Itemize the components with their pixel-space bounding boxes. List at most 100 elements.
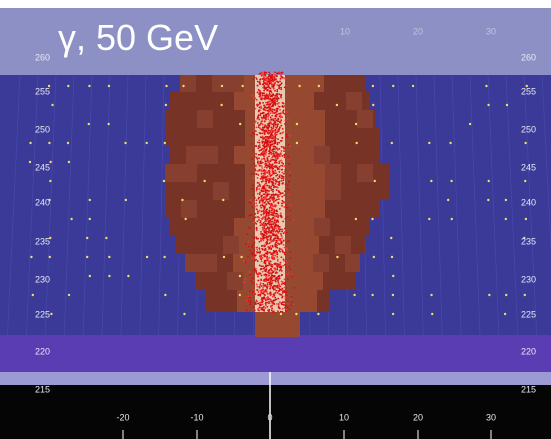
cell xyxy=(373,182,389,200)
deposit xyxy=(279,294,281,296)
deposit xyxy=(272,215,274,217)
deposit xyxy=(254,133,256,135)
deposit xyxy=(269,130,271,132)
deposit xyxy=(266,288,268,290)
deposit xyxy=(260,231,262,233)
deposit xyxy=(282,221,284,223)
deposit xyxy=(272,252,274,254)
deposit xyxy=(276,186,278,188)
black-band xyxy=(0,385,551,439)
deposit xyxy=(290,204,292,206)
hit xyxy=(146,256,148,258)
deposit xyxy=(291,296,293,298)
deposit xyxy=(276,72,278,74)
deposit xyxy=(272,189,274,191)
lavender-band xyxy=(0,372,551,385)
deposit xyxy=(264,126,266,128)
page: γ, 50 GeV 260260255255250250245245240240… xyxy=(0,0,551,439)
deposit xyxy=(287,216,289,218)
deposit xyxy=(260,107,262,109)
cell xyxy=(309,200,325,218)
hit xyxy=(220,104,222,106)
deposit xyxy=(257,260,259,262)
deposit xyxy=(280,154,282,156)
deposit xyxy=(251,247,253,249)
cell xyxy=(303,236,319,254)
deposit xyxy=(291,276,293,278)
deposit xyxy=(261,92,263,94)
deposit xyxy=(289,219,291,221)
deposit xyxy=(269,260,271,262)
deposit xyxy=(252,292,254,294)
deposit xyxy=(268,96,270,98)
deposit xyxy=(271,115,273,117)
deposit xyxy=(271,119,273,121)
deposit xyxy=(260,207,262,209)
deposit xyxy=(265,307,267,309)
hit xyxy=(428,218,430,220)
deposit xyxy=(257,216,259,218)
deposit xyxy=(254,122,256,124)
cell xyxy=(389,164,390,182)
deposit xyxy=(262,83,264,85)
deposit xyxy=(276,181,278,183)
deposit xyxy=(276,269,278,271)
deposit xyxy=(259,90,261,92)
cell xyxy=(357,200,373,218)
deposit xyxy=(270,231,272,233)
deposit xyxy=(277,119,279,121)
deposit xyxy=(287,306,289,308)
deposit xyxy=(272,98,274,100)
hit xyxy=(374,180,376,182)
cell xyxy=(234,92,250,110)
cell xyxy=(356,75,365,92)
deposit xyxy=(252,184,254,186)
deposit xyxy=(264,163,266,165)
hit xyxy=(505,218,507,220)
cell xyxy=(373,200,380,218)
deposit xyxy=(281,200,283,202)
deposit xyxy=(276,100,278,102)
deposit xyxy=(280,140,282,142)
deposit xyxy=(273,146,275,148)
deposit xyxy=(276,244,278,246)
deposit xyxy=(282,304,284,306)
hit xyxy=(524,294,526,296)
deposit xyxy=(277,174,279,176)
deposit xyxy=(274,268,276,270)
deposit xyxy=(280,114,282,116)
hit xyxy=(89,218,91,220)
deposit xyxy=(262,210,264,212)
deposit xyxy=(257,91,259,93)
x-tick-label-bottom: 20 xyxy=(413,412,423,422)
deposit xyxy=(264,207,266,209)
deposit xyxy=(281,235,283,237)
deposit xyxy=(262,190,264,192)
hit xyxy=(336,104,338,106)
cell xyxy=(293,128,309,146)
deposit xyxy=(271,112,273,114)
deposit xyxy=(269,142,271,144)
deposit xyxy=(258,310,260,312)
deposit xyxy=(283,165,285,167)
deposit xyxy=(266,84,268,86)
deposit xyxy=(261,301,263,303)
deposit xyxy=(278,171,280,173)
deposit xyxy=(253,177,255,179)
cell xyxy=(181,164,197,182)
deposit xyxy=(250,280,252,282)
deposit xyxy=(268,111,270,113)
deposit xyxy=(264,291,266,293)
deposit xyxy=(265,232,267,234)
hit xyxy=(68,161,70,163)
deposit xyxy=(275,183,277,185)
deposit xyxy=(262,154,264,156)
deposit xyxy=(276,277,278,279)
deposit xyxy=(279,278,281,280)
deposit xyxy=(259,169,261,171)
deposit xyxy=(281,231,283,233)
deposit xyxy=(260,137,262,139)
deposit xyxy=(284,154,286,156)
deposit xyxy=(274,285,276,287)
deposit xyxy=(267,123,269,125)
